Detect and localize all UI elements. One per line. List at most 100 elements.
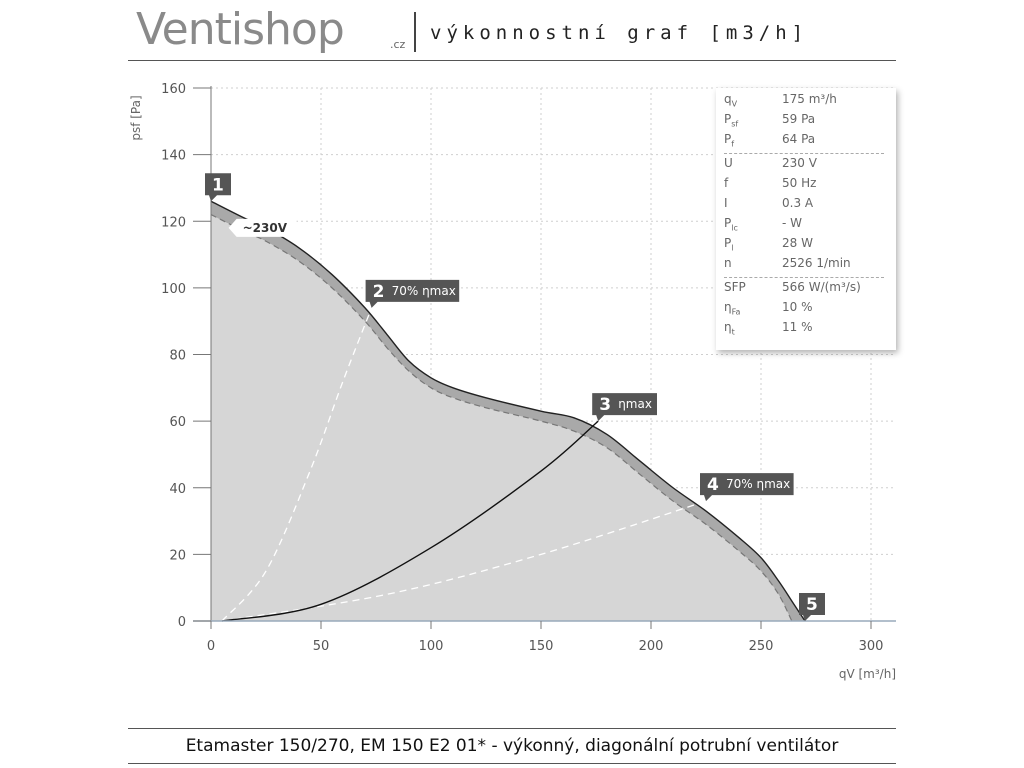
- callout: 5: [799, 593, 825, 621]
- info-separator: [724, 277, 884, 278]
- callout-number: 2: [373, 282, 385, 302]
- y-tick-label: 40: [169, 482, 186, 497]
- y-tick-label: 120: [161, 215, 186, 230]
- info-symbol: f: [724, 176, 728, 190]
- callout-bg: [592, 393, 657, 422]
- info-value: 175 m³/h: [782, 92, 837, 106]
- info-symbol-sub: sf: [731, 119, 739, 129]
- callout-label: 70% ηmax: [392, 284, 456, 298]
- callout: 1: [205, 173, 231, 202]
- info-row: ηFa 10 %: [724, 300, 889, 318]
- info-value: 28 W: [782, 236, 813, 250]
- info-symbol-sub: V: [731, 99, 738, 109]
- y-tick-label: 80: [169, 349, 186, 364]
- info-symbol-main: I: [724, 196, 728, 210]
- x-axis-label: qV [m³/h]: [839, 667, 896, 681]
- info-row: qV 175 m³/h: [724, 92, 889, 110]
- info-row: Plc - W: [724, 216, 889, 234]
- info-symbol-main: f: [724, 176, 729, 190]
- callout-bg: [365, 279, 460, 308]
- info-box: qV 175 m³/h Psf 59 Pa Pf 64 Pa U 230 V f 50 Hz I 0.…: [716, 88, 896, 350]
- inner-curve-line: [210, 214, 793, 622]
- voltage-tag-bg: [228, 218, 297, 237]
- y-tick-label: 140: [161, 149, 186, 164]
- info-symbol-main: n: [724, 256, 732, 270]
- header-divider: [128, 60, 896, 61]
- info-symbol-main: η: [724, 320, 732, 334]
- y-axis-label: psf [Pa]: [129, 95, 143, 140]
- info-row: n 2526 1/min: [724, 256, 889, 274]
- x-tick-label: 50: [313, 639, 330, 654]
- info-value: 230 V: [782, 156, 817, 170]
- x-tick-label: 200: [639, 639, 664, 654]
- x-tick-label: 300: [859, 639, 884, 654]
- info-symbol-main: P: [724, 132, 732, 146]
- info-symbol: qV: [724, 92, 737, 108]
- info-value: 64 Pa: [782, 132, 816, 146]
- info-symbol-sub: lc: [731, 223, 738, 233]
- x-tick-label: 0: [207, 639, 215, 654]
- info-symbol: Psf: [724, 112, 738, 128]
- callout: 2 70% ηmax: [365, 279, 460, 308]
- info-value: 2526 1/min: [782, 256, 851, 270]
- info-symbol: SFP: [724, 280, 746, 294]
- info-separator: [724, 153, 884, 154]
- info-symbol-main: q: [724, 92, 732, 106]
- info-symbol: U: [724, 156, 733, 170]
- callout-bg: [799, 593, 825, 621]
- info-symbol-main: P: [724, 236, 732, 250]
- info-symbol-sub: l: [731, 243, 734, 253]
- info-value: 11 %: [782, 320, 813, 334]
- info-symbol: Pl: [724, 236, 733, 252]
- info-value: 566 W/(m³/s): [782, 280, 861, 294]
- info-row: SFP 566 W/(m³/s): [724, 280, 889, 298]
- info-row: I 0.3 A: [724, 196, 889, 214]
- callout: 4 70% ηmax: [700, 473, 794, 502]
- info-symbol-main: η: [724, 300, 732, 314]
- footer-divider-bottom: [128, 763, 896, 764]
- footer-title: Etamaster 150/270, EM 150 E2 01* - výkon…: [185, 736, 839, 756]
- header-title: výkonnostní graf [m3/h]: [430, 22, 809, 44]
- callout-bg: [205, 173, 231, 202]
- info-row: ηt 11 %: [724, 320, 889, 338]
- info-symbol: I: [724, 196, 728, 210]
- footer-divider-top: [128, 728, 896, 729]
- y-tick-label: 0: [178, 615, 186, 630]
- x-tick-label: 100: [419, 639, 444, 654]
- info-symbol-main: P: [724, 112, 732, 126]
- callout: ~230V: [228, 218, 297, 237]
- callout-number: 5: [806, 595, 818, 615]
- info-value: 10 %: [782, 300, 813, 314]
- callout-number: 1: [212, 175, 224, 195]
- x-tick-label: 250: [749, 639, 774, 654]
- info-row: Pf 64 Pa: [724, 132, 889, 150]
- info-symbol: ηFa: [724, 300, 740, 316]
- info-symbol-main: U: [724, 156, 733, 170]
- info-symbol: ηt: [724, 320, 735, 336]
- outer-curve-line: [210, 200, 806, 622]
- callout-label: ηmax: [618, 397, 652, 411]
- header-separator: [414, 12, 416, 52]
- y-tick-label: 160: [161, 82, 186, 97]
- info-row: U 230 V: [724, 156, 889, 174]
- info-row: Pl 28 W: [724, 236, 889, 254]
- info-symbol-sub: Fa: [731, 307, 741, 317]
- x-tick-label: 150: [529, 639, 554, 654]
- info-value: - W: [782, 216, 803, 230]
- y-tick-label: 20: [169, 548, 186, 563]
- info-symbol-sub: f: [731, 139, 735, 149]
- callout-bg: [700, 473, 794, 502]
- system-curve-eta-max: [221, 420, 599, 622]
- y-tick-label: 60: [169, 415, 186, 430]
- info-value: 0.3 A: [782, 196, 814, 210]
- callout-number: 3: [599, 395, 611, 415]
- info-symbol: Plc: [724, 216, 738, 232]
- info-row: f 50 Hz: [724, 176, 889, 194]
- info-value: 59 Pa: [782, 112, 816, 126]
- y-tick-label: 100: [161, 282, 186, 297]
- inner-area: [211, 214, 792, 621]
- info-symbol-main: SFP: [724, 280, 746, 294]
- info-symbol-sub: t: [731, 327, 735, 337]
- info-symbol: n: [724, 256, 732, 270]
- header: Ventishop .cz výkonnostní graf [m3/h]: [0, 0, 1024, 62]
